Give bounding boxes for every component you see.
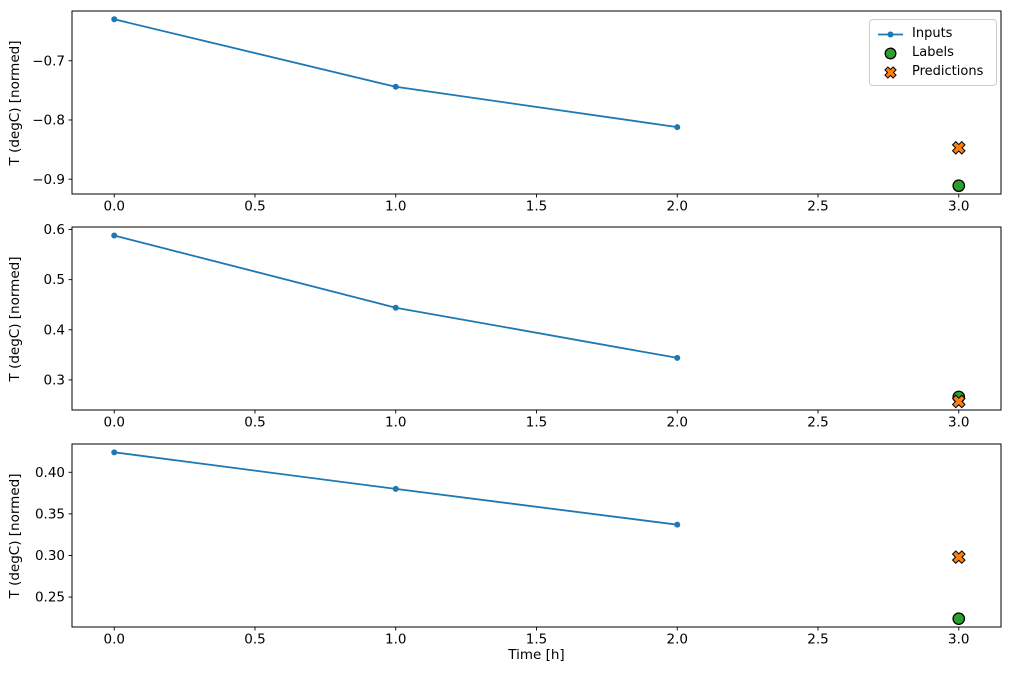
predictions-x-icon [884,65,897,79]
inputs-marker [674,124,681,131]
legend-entry-predictions: Predictions [877,62,989,81]
axes-frame [71,226,1002,411]
inputs-marker [111,16,118,23]
y-tick-label: 0.35 [35,506,65,522]
x-tick-label: 1.0 [385,199,406,215]
x-tick-label: 2.5 [807,632,828,648]
y-tick-label: 0.6 [44,222,65,238]
legend: Inputs Labels Predictions [869,19,997,86]
legend-entry-inputs: Inputs [877,24,989,43]
inputs-line-icon [878,31,903,37]
inputs-line [113,18,678,128]
x-tick-label: 2.5 [807,199,828,215]
x-tick-label: 1.5 [526,199,547,215]
inputs-marker [111,449,118,456]
y-tick-label: −0.7 [32,53,65,69]
y-tick-label: −0.8 [32,113,65,129]
legend-label-predictions: Predictions [912,64,984,79]
x-tick-label: 3.0 [948,632,969,648]
x-tick-label: 1.0 [385,415,406,431]
inputs-marker [674,521,681,528]
x-tick-label: 0.5 [244,632,265,648]
x-tick-label: 2.0 [667,415,688,431]
labels-marker [884,47,897,59]
y-tick-label: 0.40 [35,465,65,481]
subplot-2: 0.0 0.5 1.0 1.5 2.0 2.5 3.0 0.3 0.4 0.5 0.6 [44,222,1002,431]
x-tick-label: 1.0 [385,632,406,648]
xlabel-time: Time [h] [508,647,565,663]
inputs-marker [392,304,399,311]
ylabel-subplot-1: T (degC) [normed] [7,40,23,166]
ylabel-subplot-3: T (degC) [normed] [7,473,23,599]
y-tick-label: 0.5 [44,272,65,288]
inputs-marker [392,83,399,90]
subplot-1: 0.0 0.5 1.0 1.5 2.0 2.5 3.0 −0.7 −0.8 −0.9 [32,10,1002,215]
labels-marker [952,179,966,193]
labels-marker [952,612,966,626]
x-tick-label: 0.0 [103,632,124,648]
x-tick-label: 3.0 [948,415,969,431]
y-tick-label: 0.3 [44,373,65,389]
ylabel-subplot-2: T (degC) [normed] [7,256,23,382]
axes-frame [71,10,1002,195]
y-tick-label: 0.4 [44,322,65,338]
y-tick-label: −0.9 [32,172,65,188]
subplot-3: 0.0 0.5 1.0 1.5 2.0 2.5 3.0 0.25 0.30 0.35 0.40 [35,443,1002,648]
inputs-line [113,234,678,359]
predictions-marker [951,140,966,155]
x-tick-label: 3.0 [948,199,969,215]
inputs-marker [392,485,399,492]
x-tick-label: 1.5 [526,415,547,431]
y-tick-label: 0.25 [35,590,65,606]
legend-entry-labels: Labels [877,43,989,62]
x-tick-label: 2.0 [667,632,688,648]
legend-label-inputs: Inputs [912,26,953,41]
predictions-marker [951,394,966,409]
predictions-marker [884,65,897,79]
legend-label-labels: Labels [912,45,954,60]
x-tick-label: 2.0 [667,199,688,215]
y-tick-label: 0.30 [35,548,65,564]
x-tick-label: 0.5 [244,415,265,431]
x-tick-label: 0.0 [103,415,124,431]
x-tick-label: 0.0 [103,199,124,215]
axes-frame [71,443,1002,628]
x-tick-label: 1.5 [526,632,547,648]
x-tick-label: 2.5 [807,415,828,431]
inputs-marker [674,354,681,361]
inputs-marker [111,232,118,239]
inputs-dot-sample [887,31,894,37]
labels-circle-icon [884,47,897,59]
predictions-marker [951,550,966,565]
x-tick-label: 0.5 [244,199,265,215]
